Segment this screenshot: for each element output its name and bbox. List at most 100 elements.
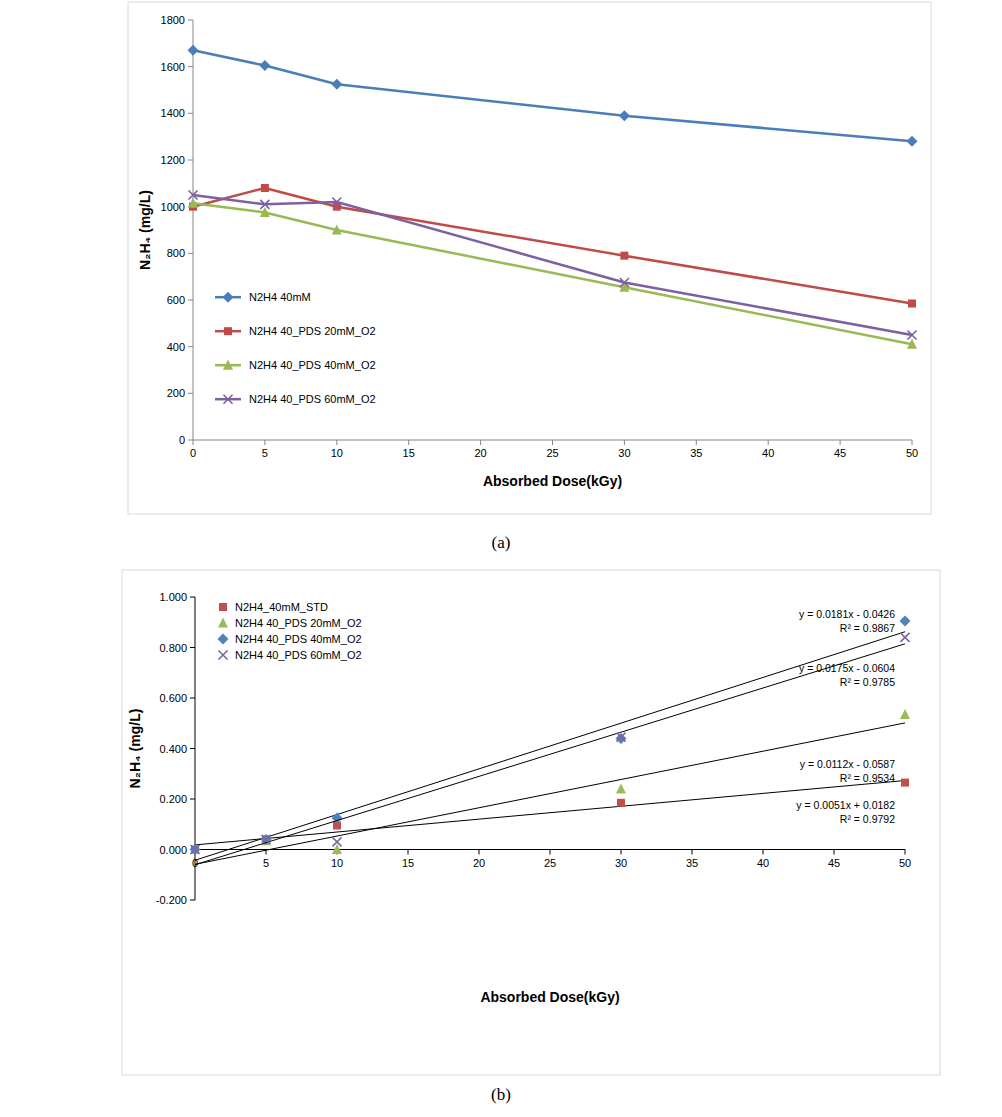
series-line bbox=[193, 50, 912, 141]
trendline-equation: y = 0.0175x - 0.0604 bbox=[799, 662, 895, 674]
x-tick bbox=[621, 850, 622, 855]
y-tick bbox=[190, 698, 195, 699]
y-tick bbox=[190, 900, 195, 901]
legend-label: N2H4 40mM bbox=[249, 291, 311, 303]
data-point bbox=[189, 191, 198, 200]
y-tick bbox=[190, 647, 195, 648]
x-tick-label: 35 bbox=[690, 447, 702, 459]
trendline-equation: y = 0.0112x - 0.0587 bbox=[800, 758, 895, 770]
y-tick-label: 800 bbox=[167, 247, 185, 259]
series-0 bbox=[191, 779, 909, 854]
data-point bbox=[907, 339, 917, 349]
data-point bbox=[908, 331, 917, 340]
data-point bbox=[332, 198, 341, 207]
x-axis bbox=[193, 440, 912, 441]
y-tick-label: 0.400 bbox=[159, 743, 187, 755]
data-point bbox=[617, 799, 625, 807]
trendline-equation: y = 0.0051x + 0.0182 bbox=[796, 799, 895, 811]
y-axis-title: N₂H₄ (mg/L) bbox=[127, 709, 143, 789]
x-tick bbox=[696, 440, 697, 445]
y-tick-label: 200 bbox=[167, 387, 185, 399]
x-tick-label: 50 bbox=[899, 857, 911, 869]
y-tick bbox=[188, 160, 193, 161]
data-point bbox=[333, 837, 342, 846]
x-tick-label: 20 bbox=[473, 857, 485, 869]
x-axis-title: Absorbed Dose(kGy) bbox=[483, 473, 622, 489]
data-point bbox=[261, 834, 272, 845]
series-line bbox=[193, 195, 912, 335]
data-point bbox=[262, 835, 271, 844]
y-tick-label: 0 bbox=[179, 434, 185, 446]
legend-label: N2H4 40_PDS 40mM_O2 bbox=[249, 359, 376, 371]
legend-label: N2H4 40_PDS 60mM_O2 bbox=[235, 649, 362, 661]
chart-frame bbox=[128, 2, 931, 514]
legend-label: N2H4 40_PDS 20mM_O2 bbox=[235, 617, 362, 629]
legend-marker bbox=[224, 395, 233, 404]
trendline-r2: R² = 0.9792 bbox=[840, 813, 895, 825]
trendline-equation: y = 0.0181x - 0.0426 bbox=[799, 608, 895, 620]
legend: N2H4 40mM N2H4 40_PDS 20mM_O2 N2H4 40_PDS … bbox=[215, 291, 376, 405]
x-tick-label: 30 bbox=[615, 857, 627, 869]
x-tick-label: 10 bbox=[331, 857, 343, 869]
trendline bbox=[195, 632, 905, 861]
x-tick-label: 0 bbox=[190, 447, 196, 459]
data-point bbox=[907, 136, 918, 147]
y-tick bbox=[188, 113, 193, 114]
trendline-r2: R² = 0.9534 bbox=[840, 772, 895, 784]
data-point bbox=[332, 225, 342, 235]
data-point bbox=[191, 845, 200, 854]
y-tick bbox=[190, 748, 195, 749]
series-0 bbox=[188, 45, 918, 147]
series-line bbox=[193, 203, 912, 344]
y-axis-title: N₂H₄ (mg/L) bbox=[137, 190, 153, 270]
y-tick bbox=[190, 597, 195, 598]
legend-label: N2H4 40_PDS 40mM_O2 bbox=[235, 633, 362, 645]
data-point bbox=[261, 184, 269, 192]
x-tick bbox=[692, 850, 693, 855]
x-tick bbox=[552, 440, 553, 445]
data-point bbox=[900, 709, 910, 719]
x-tick-label: 5 bbox=[262, 447, 268, 459]
x-tick-label: 15 bbox=[402, 857, 414, 869]
series-3 bbox=[189, 191, 917, 340]
y-tick-label: -0.200 bbox=[156, 894, 187, 906]
x-tick-label: 40 bbox=[762, 447, 774, 459]
chart-frame bbox=[122, 570, 940, 1075]
x-tick-label: 25 bbox=[546, 447, 558, 459]
x-tick bbox=[408, 440, 409, 445]
legend-label: N2H4_40mM_STD bbox=[235, 601, 328, 613]
data-point bbox=[908, 300, 916, 308]
x-tick bbox=[479, 850, 480, 855]
legend-marker bbox=[219, 603, 227, 611]
legend-marker bbox=[224, 327, 232, 335]
x-tick bbox=[264, 440, 265, 445]
y-tick-label: 1.000 bbox=[159, 591, 187, 603]
x-tick-label: 10 bbox=[331, 447, 343, 459]
x-tick bbox=[768, 440, 769, 445]
y-tick-label: 0.600 bbox=[159, 692, 187, 704]
legend-marker bbox=[218, 618, 228, 628]
x-axis-title: Absorbed Dose(kGy) bbox=[480, 989, 619, 1005]
y-tick-label: 1200 bbox=[161, 154, 185, 166]
x-tick bbox=[550, 850, 551, 855]
caption: (a) bbox=[492, 533, 511, 552]
y-tick bbox=[188, 66, 193, 67]
y-tick bbox=[188, 393, 193, 394]
data-point bbox=[190, 844, 200, 854]
legend-label: N2H4 40_PDS 60mM_O2 bbox=[249, 393, 376, 405]
data-point bbox=[260, 200, 269, 209]
chart-0: 0200400600800100012001400160018000510152… bbox=[128, 2, 931, 552]
y-tick bbox=[188, 20, 193, 21]
x-tick-label: 45 bbox=[834, 447, 846, 459]
x-tick bbox=[480, 440, 481, 445]
x-tick-label: 35 bbox=[686, 857, 698, 869]
plot-area bbox=[190, 615, 911, 864]
series-2 bbox=[188, 198, 917, 349]
plot-area bbox=[188, 45, 918, 349]
legend-marker bbox=[218, 634, 229, 645]
legend-label: N2H4 40_PDS 20mM_O2 bbox=[249, 325, 376, 337]
series-line bbox=[193, 188, 912, 304]
figure: 0200400600800100012001400160018000510152… bbox=[0, 0, 1002, 1117]
y-tick-label: 600 bbox=[167, 294, 185, 306]
x-tick-label: 40 bbox=[757, 857, 769, 869]
